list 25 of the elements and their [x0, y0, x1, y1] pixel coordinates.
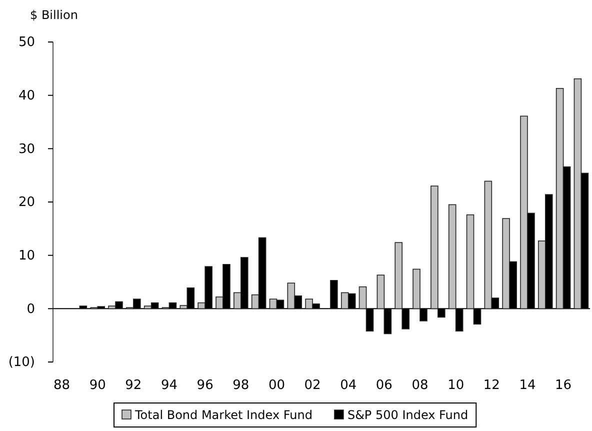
y-axis-title: $ Billion [30, 8, 78, 22]
legend-label: Total Bond Market Index Fund [134, 408, 312, 422]
x-tick-label: 88 [54, 378, 70, 393]
y-tick-label: 20 [18, 195, 35, 210]
x-tick-label: 04 [340, 378, 357, 393]
legend-label: S&P 500 Index Fund [347, 408, 468, 422]
x-tick-label: 92 [125, 378, 142, 393]
x-tick-label: 96 [196, 378, 214, 393]
x-tick-label: 10 [448, 378, 464, 393]
x-tick-label: 02 [304, 378, 321, 393]
y-tick-label: 50 [18, 35, 35, 50]
x-tick-label: 00 [268, 378, 285, 393]
y-tick-label: 0 [26, 302, 35, 317]
x-tick-label: 98 [232, 378, 250, 393]
y-tick-label: (10) [8, 355, 35, 370]
x-tick-label: 06 [376, 378, 392, 393]
x-tick-label: 08 [412, 378, 428, 393]
y-tick-label: 10 [18, 248, 35, 264]
y-tick-label: 30 [18, 142, 35, 157]
x-tick-label: 14 [519, 378, 536, 393]
x-tick-label: 94 [160, 378, 178, 393]
x-tick-label: 12 [483, 378, 500, 393]
x-tick-label: 90 [89, 378, 106, 393]
x-tick-label: 16 [555, 378, 572, 393]
y-tick-label: 40 [18, 88, 35, 104]
